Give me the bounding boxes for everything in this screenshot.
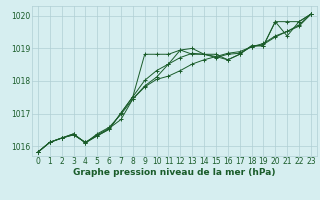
X-axis label: Graphe pression niveau de la mer (hPa): Graphe pression niveau de la mer (hPa) — [73, 168, 276, 177]
